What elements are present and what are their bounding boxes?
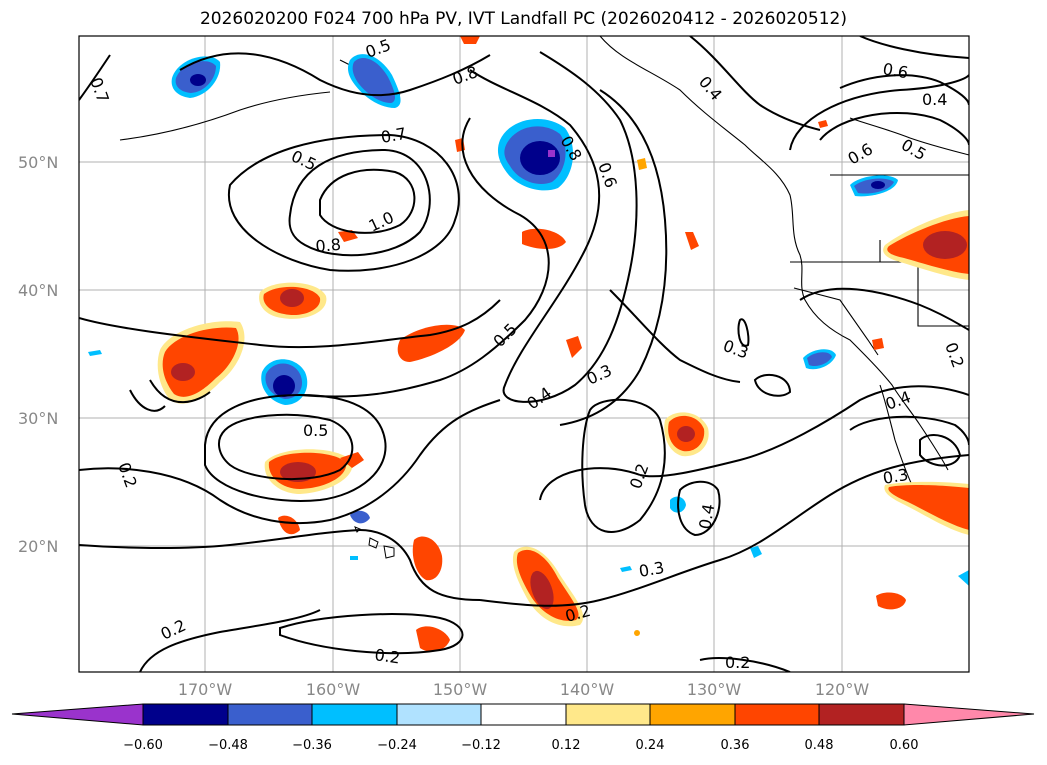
- lon-label: 130°W: [686, 680, 742, 699]
- contour-label: 0.7: [379, 124, 407, 147]
- lat-label: 30°N: [18, 409, 59, 428]
- lon-label: 140°W: [559, 680, 615, 699]
- colorbar-extend-high: [903, 703, 1035, 726]
- contour-label: 0.8: [315, 235, 342, 256]
- colorbar-tick-label: 0.24: [635, 738, 665, 753]
- colorbar-tick-label: −0.48: [208, 738, 248, 753]
- colorbar-tick-label: 0.48: [804, 738, 834, 753]
- lon-label: 160°W: [305, 680, 361, 699]
- lon-label: 150°W: [432, 680, 488, 699]
- lon-label: 170°W: [177, 680, 233, 699]
- lon-label: 120°W: [814, 680, 870, 699]
- colorbar-segment: [227, 703, 313, 726]
- lat-label: 50°N: [18, 153, 59, 172]
- colorbar-tick-label: −0.60: [123, 738, 163, 753]
- plot-frame: [78, 35, 970, 673]
- colorbar-tick-label: −0.24: [377, 738, 417, 753]
- contour-label: 0.4: [922, 90, 947, 109]
- colorbar-tick-label: −0.36: [292, 738, 332, 753]
- colorbar-segment: [565, 703, 651, 726]
- coastlines: [119, 36, 969, 486]
- colorbar-segment: [311, 703, 398, 726]
- contour-label: 0.2: [373, 645, 401, 667]
- lat-label: 20°N: [18, 537, 59, 556]
- contour-label: 0.3: [881, 465, 909, 488]
- colorbar: [11, 703, 1035, 726]
- colorbar-segment: [818, 703, 905, 726]
- colorbar-tick-label: 0.36: [720, 738, 750, 753]
- colorbar-segment: [142, 703, 229, 726]
- colorbar-segment: [649, 703, 736, 726]
- colorbar-tick-label: 0.60: [889, 738, 919, 753]
- lat-label: 40°N: [18, 281, 59, 300]
- colorbar-segment: [734, 703, 820, 726]
- colorbar-extend-low: [11, 703, 144, 726]
- colorbar-tick-label: 0.12: [551, 738, 581, 753]
- contour-label: 0.2: [725, 653, 750, 672]
- contour-label: 0.3: [637, 558, 665, 581]
- contour-label: 0.6: [881, 59, 909, 82]
- colorbar-segment: [396, 703, 482, 726]
- contour-label: 0.5: [303, 421, 328, 440]
- colorbar-tick-label: −0.12: [461, 738, 501, 753]
- map-title: 2026020200 F024 700 hPa PV, IVT Landfall…: [199, 9, 847, 29]
- contour-label: 0.4: [695, 502, 718, 530]
- pv-contours: [79, 36, 969, 672]
- colorbar-segment: [480, 703, 567, 726]
